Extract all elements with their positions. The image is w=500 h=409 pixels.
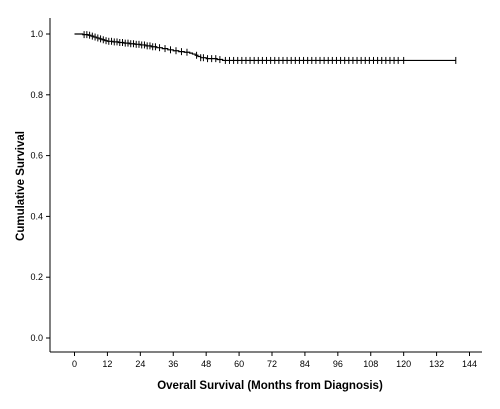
y-tick-label: 0.2 bbox=[30, 272, 43, 282]
x-tick-label: 0 bbox=[72, 359, 77, 369]
y-tick-label: 0.4 bbox=[30, 211, 43, 221]
y-tick-label: 0.8 bbox=[30, 90, 43, 100]
x-tick-label: 108 bbox=[363, 359, 378, 369]
y-tick-label: 1.0 bbox=[30, 29, 43, 39]
x-tick-label: 48 bbox=[201, 359, 211, 369]
x-tick-label: 36 bbox=[168, 359, 178, 369]
x-tick-label: 144 bbox=[462, 359, 477, 369]
y-axis-title: Cumulative Survival bbox=[15, 131, 27, 241]
y-tick-label: 0.6 bbox=[30, 151, 43, 161]
x-tick-label: 120 bbox=[396, 359, 411, 369]
plot-area bbox=[49, 18, 482, 353]
x-ticks: 0 12 24 36 48 60 72 84 96 108 120 132 144 bbox=[72, 352, 477, 369]
survival-curve bbox=[74, 33, 456, 62]
series-layer bbox=[74, 33, 456, 62]
x-tick-label: 60 bbox=[234, 359, 244, 369]
x-tick-label: 12 bbox=[102, 359, 112, 369]
x-tick-label: 24 bbox=[135, 359, 145, 369]
x-tick-label: 96 bbox=[333, 359, 343, 369]
y-ticks: 0.0 0.2 0.4 0.6 0.8 1.0 bbox=[30, 29, 50, 343]
x-tick-label: 72 bbox=[267, 359, 277, 369]
y-tick-label: 0.0 bbox=[30, 333, 43, 343]
censor-marks bbox=[83, 31, 457, 64]
x-axis-title: Overall Survival (Months from Diagnosis) bbox=[157, 380, 383, 392]
x-tick-label: 132 bbox=[429, 359, 444, 369]
x-tick-label: 84 bbox=[300, 359, 310, 369]
